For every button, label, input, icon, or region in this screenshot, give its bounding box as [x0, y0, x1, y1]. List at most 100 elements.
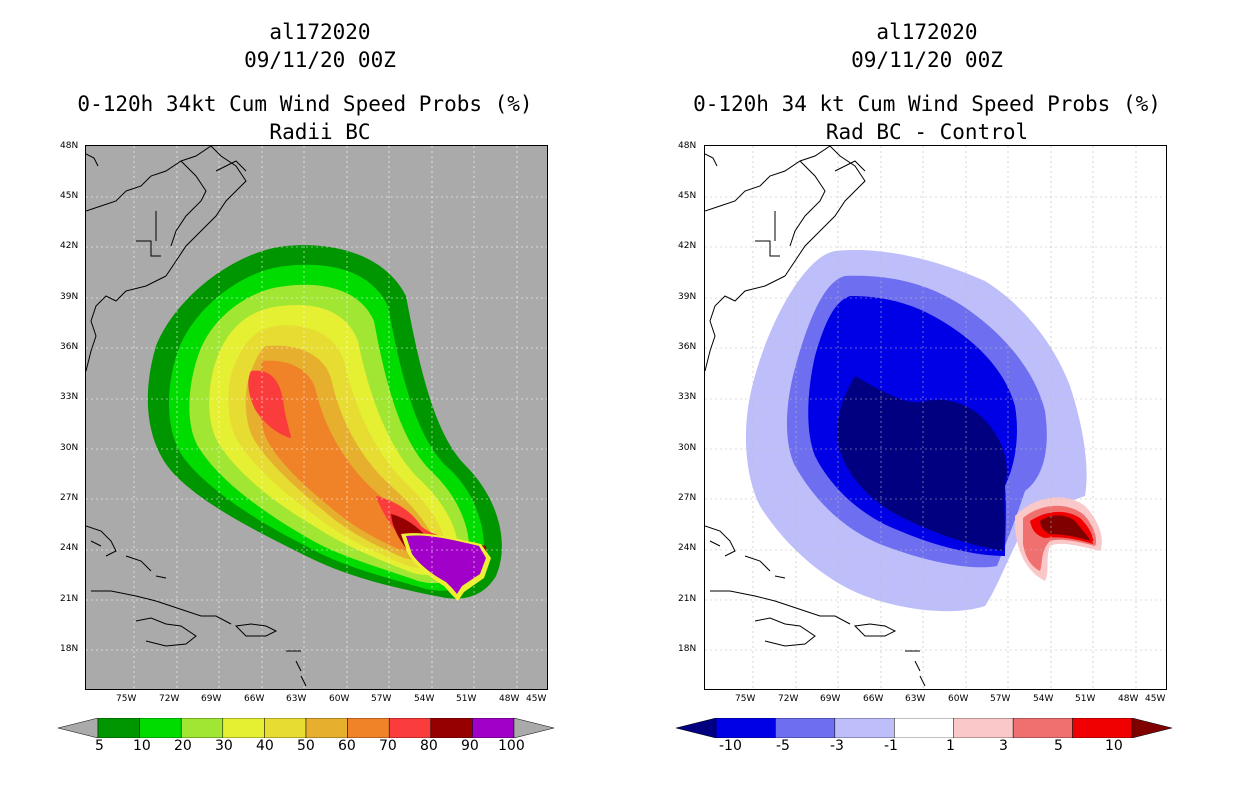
colorbar-swatch [97, 718, 140, 738]
lon-label: 57W [371, 694, 392, 704]
lat-label: 24N [60, 543, 79, 553]
colorbar-swatch [180, 718, 224, 738]
colorbar-over-triangle [513, 718, 554, 738]
lon-label: 48W [499, 694, 520, 704]
lat-label: 27N [678, 493, 697, 503]
right-grid [705, 146, 1166, 689]
colorbar-under-triangle [58, 718, 99, 738]
lat-label: 36N [678, 342, 697, 352]
right-coastlines [705, 146, 926, 687]
colorbar-label: 1 [946, 738, 955, 754]
lon-label: 75W [116, 694, 137, 704]
lon-label: 60W [948, 694, 969, 704]
colorbar-swatch [834, 718, 895, 738]
colorbar-over-triangle [1131, 718, 1172, 738]
colorbar-swatch [222, 718, 265, 738]
right-title-line1: 0-120h 34 kt Cum Wind Speed Probs (%) [693, 92, 1161, 116]
colorbar-label: -10 [719, 738, 742, 754]
lon-label: 63W [905, 694, 926, 704]
colorbar-label: 80 [420, 738, 438, 754]
lat-label: 39N [678, 292, 697, 302]
lon-label: 45W [526, 694, 547, 704]
left-datetime: 09/11/20 00Z [244, 48, 396, 72]
colorbar-under-triangle [676, 718, 717, 738]
lon-label: 57W [990, 694, 1011, 704]
lat-label: 30N [60, 443, 79, 453]
lat-label: 48N [60, 141, 79, 151]
lon-label: 63W [286, 694, 307, 704]
colorbar-label: 60 [338, 738, 356, 754]
colorbar-swatch [775, 718, 836, 738]
left-grid [86, 146, 547, 689]
left-storm-id: al172020 [269, 20, 371, 44]
lat-label: 18N [60, 644, 79, 654]
colorbar-swatch [139, 718, 182, 738]
lat-label: 45N [678, 191, 697, 201]
colorbar-label: 3 [999, 738, 1008, 754]
colorbar-swatch [264, 718, 307, 738]
lon-label: 51W [1075, 694, 1096, 704]
lat-label: 39N [60, 292, 79, 302]
colorbar-swatch [894, 718, 954, 738]
colorbar-label: -3 [830, 738, 844, 754]
left-probability-map [85, 145, 548, 690]
lon-label: 66W [863, 694, 884, 704]
lon-label: 66W [244, 694, 265, 704]
lon-label: 54W [1033, 694, 1054, 704]
colorbar-label: 50 [297, 738, 315, 754]
lat-label: 42N [60, 241, 79, 251]
right-title-line2: Rad BC - Control [825, 120, 1029, 144]
colorbar-label: 10 [1105, 738, 1123, 754]
lat-label: 27N [60, 493, 79, 503]
left-title-line2: Radii BC [269, 120, 371, 144]
lon-label: 69W [201, 694, 222, 704]
colorbar-label: 90 [461, 738, 479, 754]
lat-label: 48N [678, 141, 697, 151]
right-datetime: 09/11/20 00Z [851, 48, 1003, 72]
lon-label: 45W [1145, 694, 1166, 704]
right-difference-map [704, 145, 1167, 690]
colorbar-label: 20 [174, 738, 192, 754]
right-colorbar [676, 718, 1172, 738]
lat-label: 21N [678, 594, 697, 604]
colorbar-label: 10 [133, 738, 151, 754]
lat-label: 24N [678, 543, 697, 553]
colorbar-swatch [472, 718, 515, 738]
left-colorbar [58, 718, 554, 738]
lon-label: 54W [414, 694, 435, 704]
lon-label: 72W [159, 694, 180, 704]
lat-label: 42N [678, 241, 697, 251]
colorbar-swatch [305, 718, 348, 738]
colorbar-swatch [1012, 718, 1073, 738]
right-contour-neg10 [837, 376, 1007, 551]
lon-label: 60W [329, 694, 350, 704]
lat-label: 30N [678, 443, 697, 453]
lon-label: 72W [778, 694, 799, 704]
colorbar-label: 5 [1054, 738, 1063, 754]
colorbar-swatch [953, 718, 1014, 738]
colorbar-label: 70 [379, 738, 397, 754]
left-title-line1: 0-120h 34kt Cum Wind Speed Probs (%) [77, 92, 533, 116]
colorbar-swatch [430, 718, 473, 738]
colorbar-label: -1 [884, 738, 898, 754]
colorbar-swatch [347, 718, 390, 738]
lat-label: 45N [60, 191, 79, 201]
colorbar-label: 5 [95, 738, 104, 754]
lat-label: 18N [678, 644, 697, 654]
lat-label: 21N [60, 594, 79, 604]
lat-label: 36N [60, 342, 79, 352]
lon-label: 69W [820, 694, 841, 704]
colorbar-label: 100 [498, 738, 525, 754]
left-coastlines [86, 146, 307, 687]
lat-label: 33N [60, 392, 79, 402]
colorbar-swatch [1072, 718, 1133, 738]
lon-label: 75W [735, 694, 756, 704]
colorbar-label: -5 [776, 738, 790, 754]
colorbar-swatch [388, 718, 432, 738]
lon-label: 51W [456, 694, 477, 704]
lon-label: 48W [1118, 694, 1139, 704]
colorbar-swatch [715, 718, 776, 738]
right-storm-id: al172020 [876, 20, 978, 44]
right-contour-pos10 [1040, 515, 1090, 541]
lat-label: 33N [678, 392, 697, 402]
